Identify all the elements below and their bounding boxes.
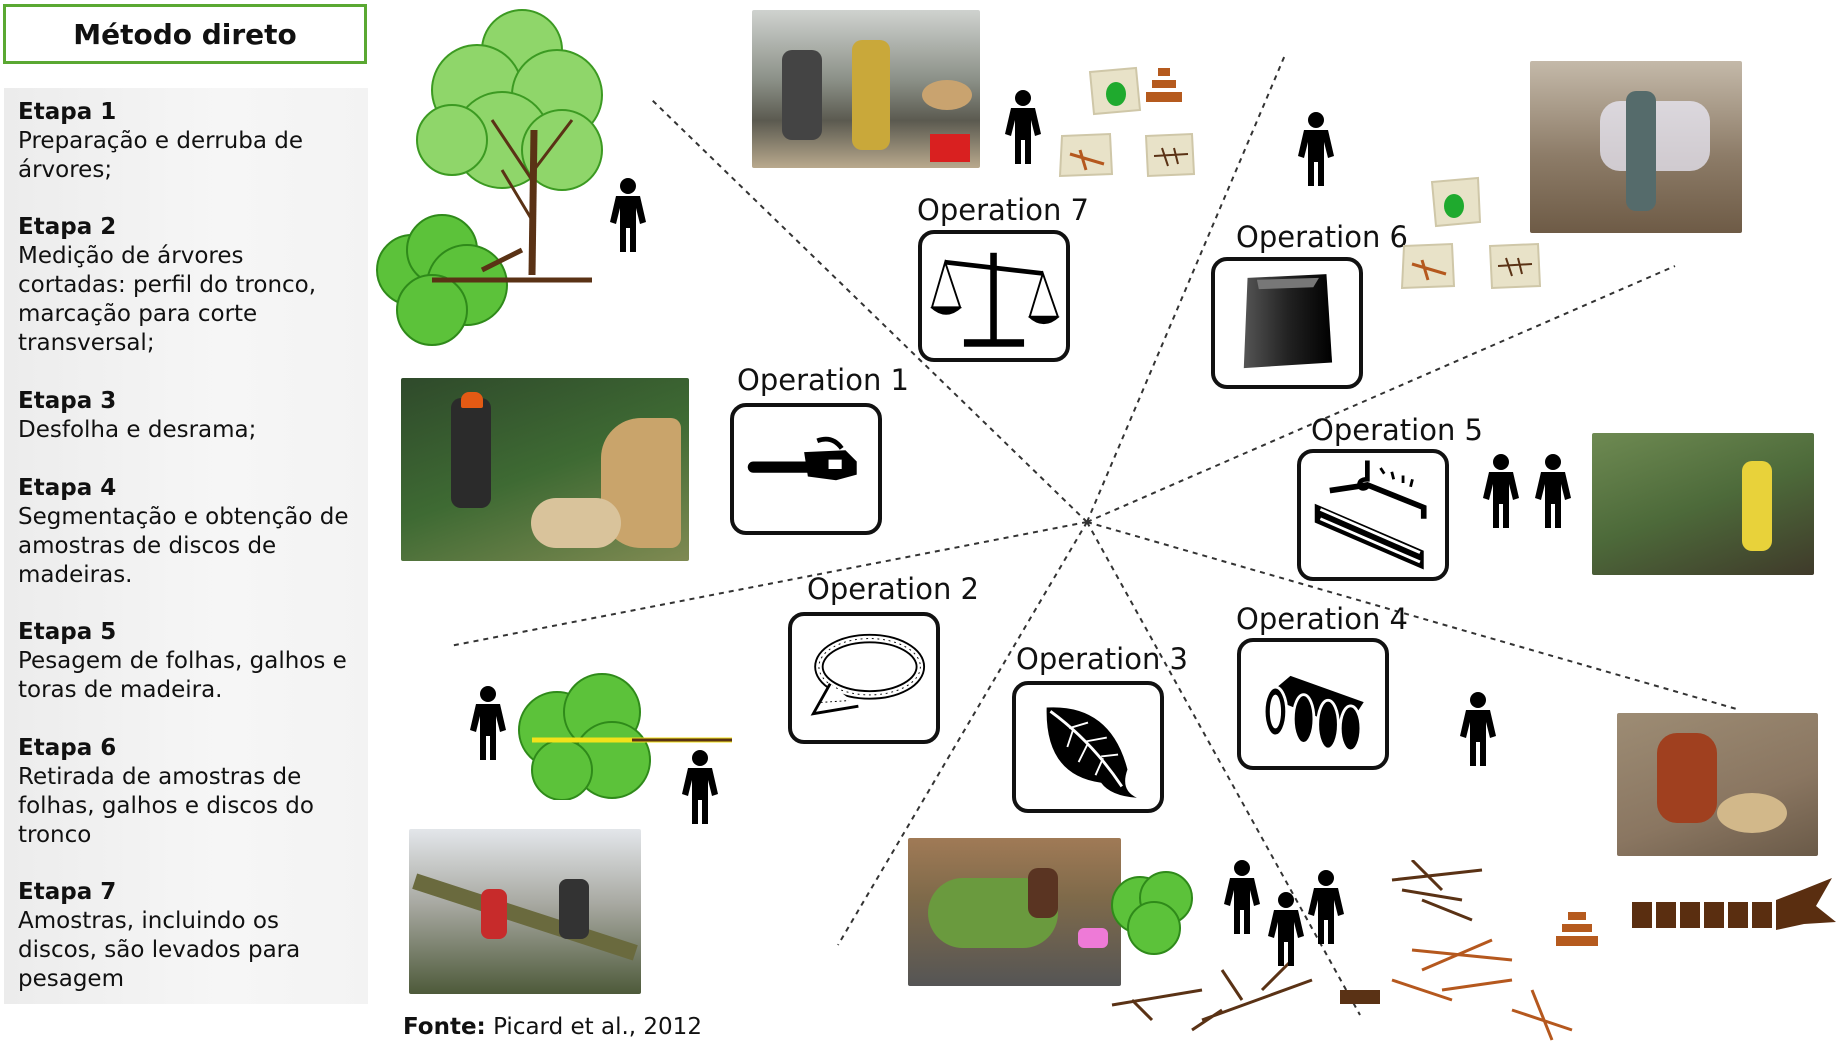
branch-pile [1111,860,1483,1032]
log-segments-icon [1262,675,1364,753]
tree-falling-illustration [376,9,603,346]
operation-3-box [1012,681,1164,813]
step-text: Preparação e derruba de árvores; [18,128,303,183]
operation-7-label: Operation 7 [917,193,1089,227]
step-4: Etapa 4 Segmentação e obtenção de amostr… [18,474,358,590]
step-1: Etapa 1 Preparação e derruba de árvores; [18,98,358,185]
step-title: Etapa 4 [18,475,117,501]
leaf-icon [1046,707,1137,798]
photo-transport-samples [1530,61,1742,233]
measuring-tape-icon [810,633,926,716]
person-icon [1308,870,1344,944]
photo-disc-sampling [1617,713,1818,856]
person-icon [682,750,718,824]
step-text: Medição de árvores cortadas: perfil do t… [18,243,317,356]
operation-4-label: Operation 4 [1236,602,1408,636]
samples-bags-op6 [1400,176,1542,290]
photo-weighing-field [752,10,980,168]
person-icon [1005,90,1041,164]
operation-2-box [788,612,940,744]
step-text: Amostras, incluindo os discos, são levad… [18,908,301,992]
step-text: Retirada de amostras de folhas, galhos e… [18,764,314,848]
crane-beam-icon [1314,460,1427,570]
step-title: Etapa 1 [18,99,117,125]
operation-6-box [1211,257,1363,389]
operation-7-box [918,230,1070,362]
operation-1-box [730,403,882,535]
step-title: Etapa 5 [18,619,117,645]
person-icon [1268,892,1304,966]
disc-stack [1556,912,1598,946]
step-title: Etapa 2 [18,214,117,240]
log-piece [1340,990,1380,1004]
step-text: Desfolha e desrama; [18,417,257,443]
step-title: Etapa 3 [18,388,117,414]
operation-4-box [1237,638,1389,770]
step-6: Etapa 6 Retirada de amostras de folhas, … [18,734,358,850]
person-icon [1224,860,1260,934]
photo-tree-measurement [409,829,641,994]
photo-weighing-logs [1592,433,1814,575]
leaves-pile [1111,871,1193,955]
step-5: Etapa 5 Pesagem de folhas, galhos e tora… [18,618,358,705]
source-text: Picard et al., 2012 [493,1014,702,1040]
segmented-log [1632,878,1836,930]
photo-defoliation [908,838,1121,986]
steps-panel: Etapa 1 Preparação e derruba de árvores;… [4,88,368,1004]
operation-3-label: Operation 3 [1016,642,1188,676]
step-text: Pesagem de folhas, galhos e toras de mad… [18,648,347,703]
felled-tree-illustration [518,673,732,800]
operation-5-label: Operation 5 [1311,413,1483,447]
step-title: Etapa 6 [18,735,117,761]
operation-6-label: Operation 6 [1236,220,1408,254]
step-3: Etapa 3 Desfolha e desrama; [18,387,358,445]
person-icon [1483,454,1519,528]
operation-2-label: Operation 2 [807,572,979,606]
source-citation: Fonte: Picard et al., 2012 [403,1014,702,1040]
chainsaw-icon [747,436,857,481]
source-label: Fonte: [403,1014,486,1040]
branches-and-logs-illustration [1111,860,1836,1041]
step-text: Segmentação e obtenção de amostras de di… [18,504,349,588]
person-icon [1298,112,1334,186]
balance-scale-icon [930,252,1060,347]
bag-icon [1243,274,1333,369]
step-7: Etapa 7 Amostras, incluindo os discos, s… [18,878,358,994]
samples-bags-op7 [1058,66,1196,178]
page-title: Método direto [3,4,367,64]
step-2: Etapa 2 Medição de árvores cortadas: per… [18,213,358,358]
person-icon [1535,454,1571,528]
operation-5-box [1297,449,1449,581]
person-icon [610,178,646,252]
branch-pile-orange [1391,938,1573,1041]
person-icon [1460,692,1496,766]
person-icon [470,686,506,760]
operation-1-label: Operation 1 [737,363,909,397]
step-title: Etapa 7 [18,879,117,905]
photo-tree-felling [401,378,689,561]
